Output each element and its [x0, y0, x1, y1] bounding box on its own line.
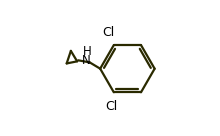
- Text: N: N: [82, 54, 91, 67]
- Text: H: H: [83, 45, 92, 58]
- Text: Cl: Cl: [103, 26, 115, 39]
- Text: Cl: Cl: [106, 100, 118, 113]
